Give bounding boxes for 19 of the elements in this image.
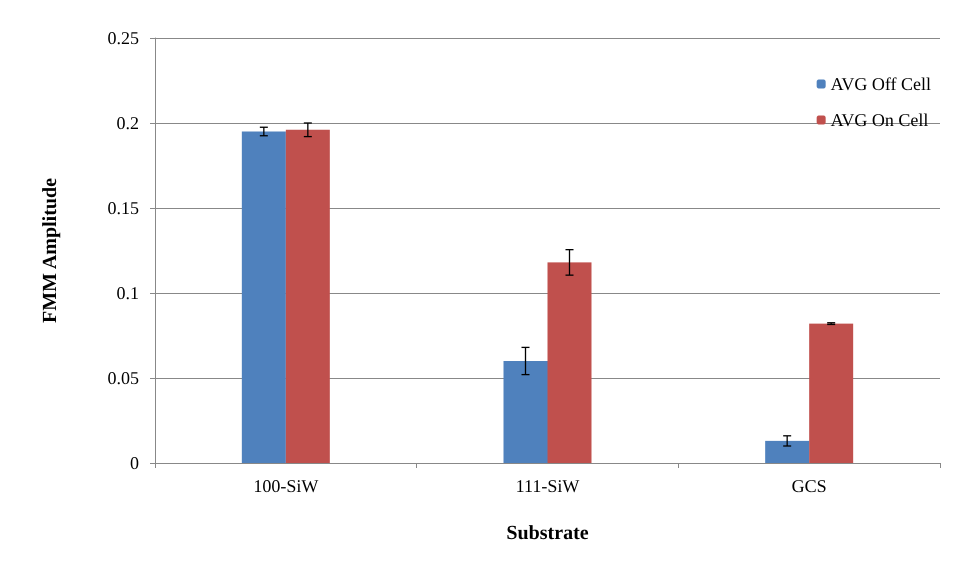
y-tick-label: 0.2 — [116, 113, 139, 133]
bar — [548, 262, 592, 463]
y-axis-title: FMM Amplitude — [39, 178, 61, 323]
y-tick-label: 0.05 — [108, 368, 139, 388]
bar — [809, 324, 854, 463]
y-tick-label: 0.1 — [116, 283, 139, 303]
bar — [242, 132, 286, 463]
x-tick-label: 100-SiW — [253, 476, 318, 496]
x-axis-title: Substrate — [506, 522, 589, 544]
y-tick-label: 0.25 — [108, 28, 139, 48]
bar — [504, 361, 548, 463]
x-tick-label: 111-SiW — [516, 476, 580, 496]
x-tick-label: GCS — [792, 476, 827, 496]
y-tick-label: 0 — [130, 453, 139, 473]
bar — [286, 130, 330, 463]
y-tick-label: 0.15 — [108, 198, 139, 218]
legend-label: AVG On Cell — [830, 110, 928, 130]
legend-label: AVG Off Cell — [830, 74, 932, 94]
bar — [765, 440, 810, 463]
